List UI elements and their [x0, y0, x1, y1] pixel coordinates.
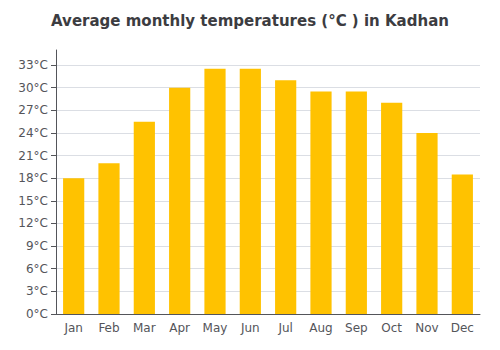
- svg-text:33°C: 33°C: [18, 58, 48, 72]
- svg-text:Sep: Sep: [345, 321, 368, 335]
- svg-text:0°C: 0°C: [26, 307, 48, 321]
- svg-text:9°C: 9°C: [26, 239, 48, 253]
- svg-text:21°C: 21°C: [18, 149, 48, 163]
- svg-text:15°C: 15°C: [18, 194, 48, 208]
- svg-text:27°C: 27°C: [18, 103, 48, 117]
- svg-text:12°C: 12°C: [18, 216, 48, 230]
- svg-text:Jan: Jan: [63, 321, 83, 335]
- svg-text:Dec: Dec: [451, 321, 474, 335]
- svg-text:May: May: [203, 321, 228, 335]
- svg-text:24°C: 24°C: [18, 126, 48, 140]
- svg-text:Jul: Jul: [277, 321, 292, 335]
- svg-text:Mar: Mar: [133, 321, 156, 335]
- svg-text:Nov: Nov: [415, 321, 438, 335]
- svg-text:Apr: Apr: [169, 321, 190, 335]
- svg-text:Feb: Feb: [98, 321, 119, 335]
- svg-text:Oct: Oct: [381, 321, 402, 335]
- svg-text:Average monthly temperatures (: Average monthly temperatures (°C ) in Ka…: [51, 12, 449, 30]
- svg-text:18°C: 18°C: [18, 171, 48, 185]
- svg-text:Jun: Jun: [240, 321, 260, 335]
- svg-text:3°C: 3°C: [26, 284, 48, 298]
- svg-text:Aug: Aug: [309, 321, 332, 335]
- svg-text:30°C: 30°C: [18, 81, 48, 95]
- svg-text:6°C: 6°C: [26, 262, 48, 276]
